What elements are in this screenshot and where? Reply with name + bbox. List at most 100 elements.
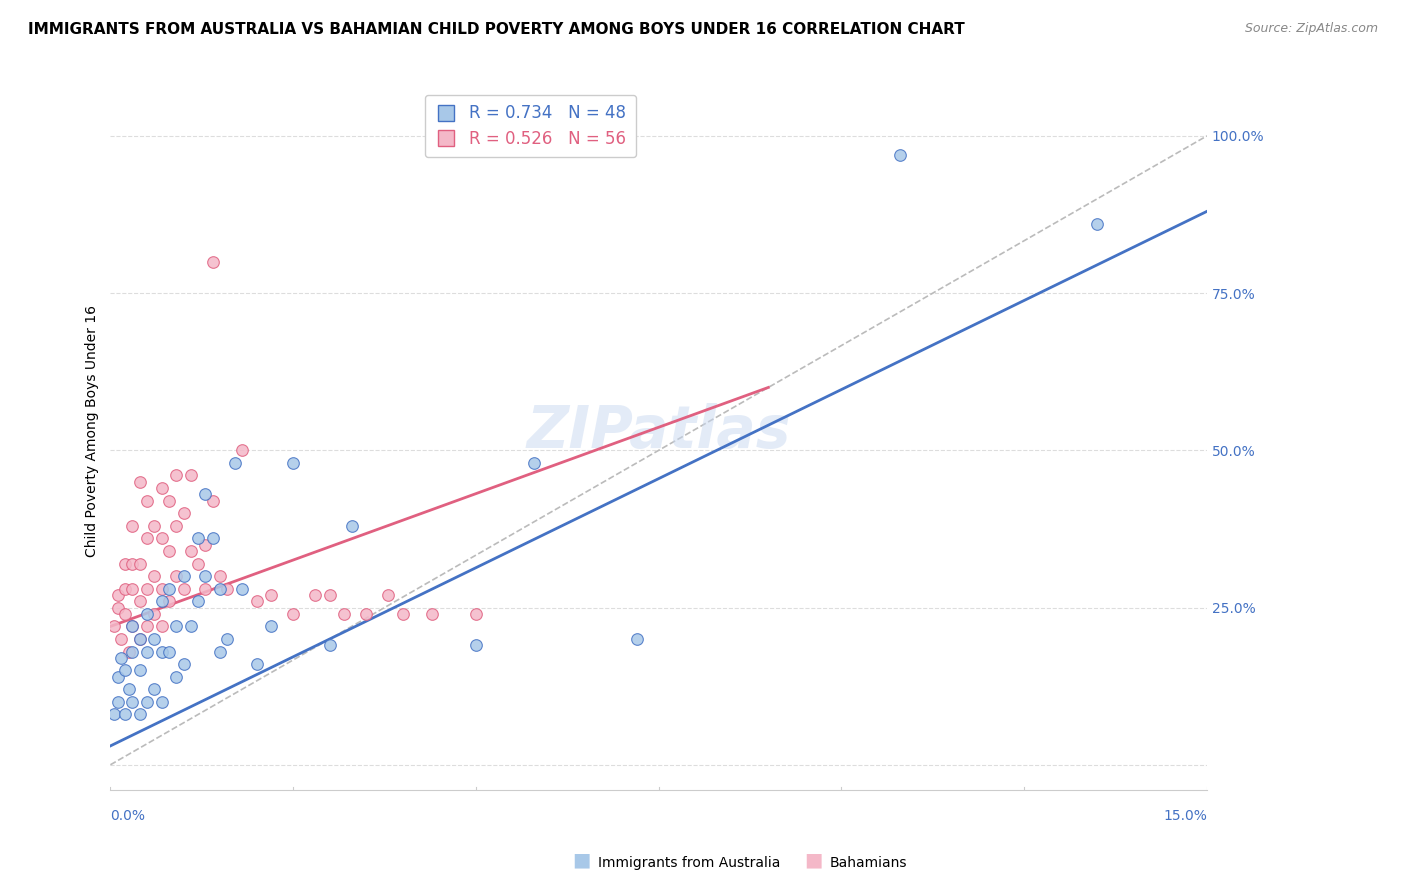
Point [465,638,488,652]
Point [121,582,143,596]
Text: IMMIGRANTS FROM AUSTRALIA VS BAHAMIAN CHILD POVERTY AMONG BOYS UNDER 16 CORRELAT: IMMIGRANTS FROM AUSTRALIA VS BAHAMIAN CH… [28,22,965,37]
Point [231,582,253,596]
Point [260,619,283,633]
Point [224,456,246,470]
Point [103,619,125,633]
Point [118,682,141,697]
Point [194,569,217,583]
Point [107,600,129,615]
Point [128,557,150,571]
Point [194,487,217,501]
Point [319,638,342,652]
Point [173,657,195,672]
Point [165,569,187,583]
Point [121,619,143,633]
Point [283,456,305,470]
Point [246,594,269,608]
Point [626,632,648,646]
Point [110,651,132,665]
Point [209,644,232,658]
Text: Immigrants from Australia: Immigrants from Australia [598,855,780,870]
Point [180,619,202,633]
Point [150,582,173,596]
Point [173,506,195,520]
Point [150,481,173,495]
Point [114,707,136,722]
Text: ■: ■ [572,851,591,870]
Point [319,588,342,602]
Point [128,664,150,678]
Point [136,607,159,621]
Text: ZIPatlas: ZIPatlas [526,403,792,460]
Point [157,644,180,658]
Point [157,582,180,596]
Point [128,707,150,722]
Point [304,588,326,602]
Text: 15.0%: 15.0% [1163,809,1206,823]
Point [157,544,180,558]
Y-axis label: Child Poverty Among Boys Under 16: Child Poverty Among Boys Under 16 [86,305,100,558]
Point [1085,217,1108,231]
Point [260,588,283,602]
Point [110,632,132,646]
Point [136,695,159,709]
Point [180,468,202,483]
Point [121,619,143,633]
Point [143,518,166,533]
Point [187,557,209,571]
Point [107,670,129,684]
Point [246,657,269,672]
Point [201,532,224,546]
Point [201,493,224,508]
Point [114,557,136,571]
Text: ■: ■ [804,851,823,870]
Point [889,147,911,161]
Point [114,607,136,621]
Point [121,644,143,658]
Point [128,475,150,489]
Point [165,670,187,684]
Point [150,695,173,709]
Point [150,594,173,608]
Point [143,632,166,646]
Point [201,254,224,268]
Point [340,518,363,533]
Point [165,468,187,483]
Point [136,619,159,633]
Point [128,594,150,608]
Point [157,594,180,608]
Point [143,682,166,697]
Point [187,594,209,608]
Point [128,632,150,646]
Point [136,644,159,658]
Point [121,695,143,709]
Point [523,456,546,470]
Point [165,619,187,633]
Point [128,632,150,646]
Point [283,607,305,621]
Point [107,695,129,709]
Point [333,607,356,621]
Text: Source: ZipAtlas.com: Source: ZipAtlas.com [1244,22,1378,36]
Point [377,588,399,602]
Point [209,569,232,583]
Point [194,538,217,552]
Point [103,707,125,722]
Point [136,532,159,546]
Point [165,518,187,533]
Point [180,544,202,558]
Point [121,518,143,533]
Point [392,607,415,621]
Point [217,632,239,646]
Point [173,582,195,596]
Point [150,619,173,633]
Point [194,582,217,596]
Point [217,582,239,596]
Point [114,582,136,596]
Point [465,607,488,621]
Point [150,644,173,658]
Point [187,532,209,546]
Point [356,607,378,621]
Point [114,664,136,678]
Point [136,582,159,596]
